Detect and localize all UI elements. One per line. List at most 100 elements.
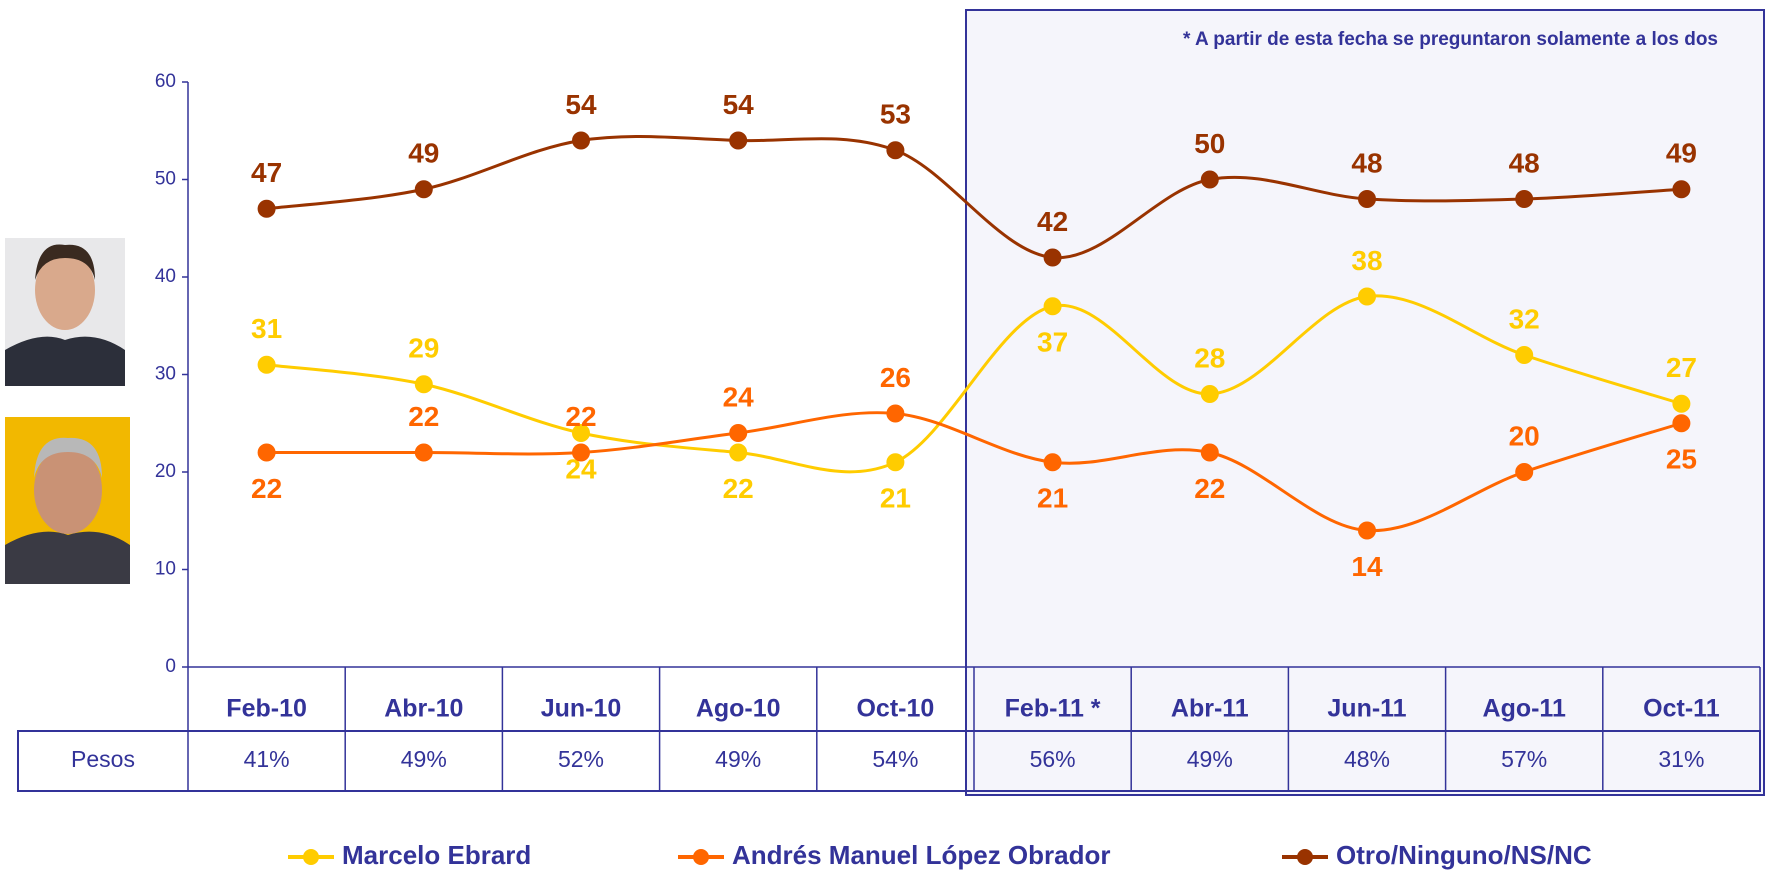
x-tick-label: Jun-10 — [541, 695, 622, 723]
table-cell: 41% — [244, 746, 290, 772]
data-label: 50 — [1194, 128, 1225, 159]
data-point — [729, 443, 748, 462]
x-tick-label: Feb-10 — [226, 695, 307, 723]
data-label: 48 — [1509, 147, 1540, 178]
data-point — [414, 443, 433, 462]
photo-1 — [5, 238, 125, 386]
data-label: 37 — [1037, 327, 1068, 358]
data-label: 49 — [1666, 138, 1697, 169]
data-label: 14 — [1351, 551, 1383, 582]
y-tick-label: 60 — [155, 71, 176, 92]
data-point — [1515, 463, 1534, 481]
data-label: 22 — [1194, 473, 1225, 504]
table-cell: 54% — [872, 746, 918, 772]
data-point — [886, 141, 905, 160]
data-point — [1672, 180, 1691, 199]
data-label: 29 — [408, 333, 439, 364]
data-label: 32 — [1509, 303, 1540, 334]
data-label: 24 — [723, 381, 755, 412]
data-label: 47 — [251, 157, 282, 188]
series-line — [266, 411, 1682, 533]
data-point — [1672, 414, 1691, 433]
photo-2 — [5, 417, 130, 584]
x-tick-label: Ago-10 — [696, 695, 781, 723]
data-point — [257, 355, 276, 374]
x-tick-label: Jun-11 — [1327, 695, 1406, 723]
series-line — [266, 135, 1682, 260]
legend-marker — [693, 849, 709, 865]
x-tick-label: Ago-11 — [1483, 695, 1566, 723]
table-cell: 52% — [558, 746, 604, 772]
x-tick-label: Abr-10 — [384, 695, 463, 723]
data-point — [1200, 385, 1219, 403]
table-cell: 57% — [1501, 746, 1547, 772]
y-tick-label: 20 — [155, 461, 176, 482]
table-cell: 56% — [1030, 746, 1076, 772]
table-cell: 49% — [401, 746, 447, 772]
data-label: 49 — [408, 138, 439, 169]
data-label: 21 — [1037, 483, 1068, 514]
annotation: * A partir de esta fecha se preguntaron … — [1183, 29, 1718, 50]
data-point — [1358, 190, 1376, 208]
x-tick-label: Oct-10 — [856, 695, 934, 723]
data-label: 48 — [1351, 147, 1382, 178]
data-point — [1043, 453, 1062, 472]
data-point — [572, 131, 590, 150]
data-point — [1672, 394, 1691, 413]
data-label: 54 — [723, 89, 755, 120]
y-tick-label: 30 — [155, 364, 176, 385]
data-point — [572, 424, 590, 442]
data-label: 25 — [1666, 444, 1697, 475]
data-label: 22 — [251, 473, 282, 504]
table-row-label: Pesos — [71, 746, 135, 772]
data-label: 22 — [408, 401, 439, 432]
data-point — [729, 424, 748, 442]
data-label: 54 — [565, 89, 597, 120]
data-label: 22 — [565, 401, 596, 432]
data-label: 42 — [1037, 206, 1068, 237]
data-point — [1200, 170, 1219, 189]
data-label: 31 — [251, 313, 282, 344]
table-cell: 31% — [1658, 746, 1704, 772]
data-label: 26 — [880, 362, 911, 393]
data-label: 20 — [1509, 420, 1540, 451]
legend-label: Andrés Manuel López Obrador — [732, 840, 1111, 870]
y-tick-label: 50 — [155, 169, 176, 190]
data-point — [414, 375, 433, 394]
x-tick-label: Oct-11 — [1643, 695, 1720, 723]
table-cell: 49% — [1187, 746, 1233, 772]
series-line — [266, 294, 1682, 474]
data-point — [886, 404, 905, 423]
y-tick-label: 10 — [155, 559, 176, 580]
data-label: 21 — [880, 483, 911, 514]
data-point — [1043, 248, 1062, 267]
legend-label: Otro/Ninguno/NS/NC — [1336, 840, 1592, 870]
y-tick-label: 40 — [155, 266, 176, 287]
data-point — [1358, 287, 1376, 306]
highlight-box — [965, 9, 1765, 796]
legend-label: Marcelo Ebrard — [342, 840, 531, 870]
data-label: 53 — [880, 99, 911, 130]
x-tick-label: Feb-11 * — [1005, 695, 1101, 723]
data-point — [886, 453, 905, 472]
legend-marker — [303, 849, 319, 865]
data-point — [1200, 443, 1219, 462]
data-point — [1515, 190, 1534, 208]
y-tick-label: 0 — [165, 656, 176, 677]
legend-marker — [1297, 849, 1313, 865]
data-point — [1043, 297, 1062, 316]
data-point — [729, 131, 748, 150]
x-tick-label: Abr-11 — [1171, 695, 1249, 723]
data-point — [414, 180, 433, 199]
data-point — [572, 443, 590, 462]
data-point — [257, 199, 276, 218]
data-label: 38 — [1351, 245, 1382, 276]
data-point — [1515, 346, 1534, 364]
table-cell: 49% — [715, 746, 761, 772]
data-label: 28 — [1194, 342, 1225, 373]
table-cell: 48% — [1344, 746, 1390, 772]
data-label: 22 — [723, 473, 754, 504]
data-label: 27 — [1666, 352, 1697, 383]
data-point — [1358, 521, 1376, 540]
